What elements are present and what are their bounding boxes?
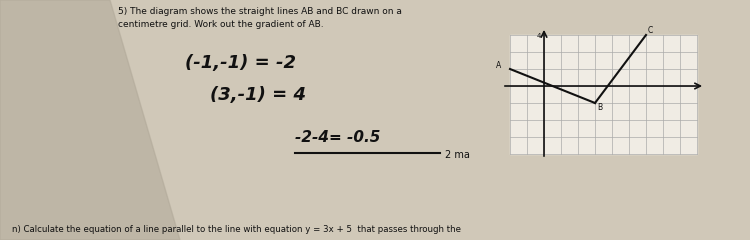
Text: 2 ma: 2 ma (445, 150, 470, 160)
Text: (3,-1) = 4: (3,-1) = 4 (210, 86, 306, 104)
Text: centimetre grid. Work out the gradient of AB.: centimetre grid. Work out the gradient o… (118, 20, 324, 29)
Text: B: B (597, 103, 602, 112)
Text: A: A (496, 61, 501, 70)
Polygon shape (0, 0, 180, 240)
Text: 4: 4 (537, 33, 542, 39)
Text: -2-4= -0.5: -2-4= -0.5 (295, 130, 380, 145)
Bar (510, 35, 697, 154)
Text: C: C (648, 26, 653, 35)
Text: n) Calculate the equation of a line parallel to the line with equation y = 3x + : n) Calculate the equation of a line para… (12, 225, 461, 234)
Text: (-1,-1) = -2: (-1,-1) = -2 (185, 54, 296, 72)
Text: 5) The diagram shows the straight lines AB and BC drawn on a: 5) The diagram shows the straight lines … (118, 7, 402, 16)
